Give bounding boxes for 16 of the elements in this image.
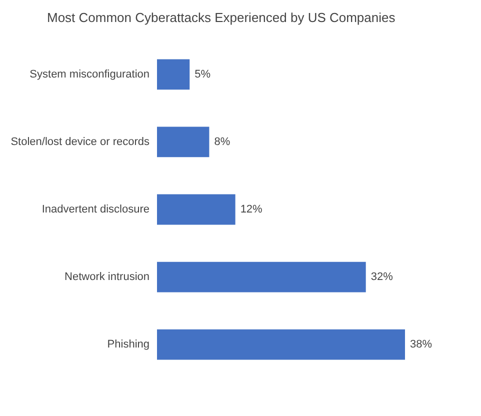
- y-tick-label: System misconfiguration: [30, 68, 150, 80]
- bar: [157, 59, 190, 90]
- data-label: 5%: [194, 68, 211, 80]
- bar: [157, 194, 236, 225]
- data-label: 32%: [370, 271, 394, 284]
- y-tick-label: Phishing: [107, 338, 150, 351]
- y-tick-label: Network intrusion: [64, 271, 150, 284]
- y-tick-label: Inadvertent disclosure: [42, 204, 150, 216]
- data-label: 38%: [410, 338, 432, 351]
- data-label: 8%: [214, 136, 230, 148]
- bar: [157, 126, 210, 158]
- bar: [157, 262, 366, 292]
- data-label: 12%: [240, 204, 263, 216]
- bar: [157, 329, 405, 360]
- y-tick-label: Stolen/lost device or records: [10, 136, 150, 148]
- chart-title: Most Common Cyberattacks Experienced by US Companies: [46, 10, 396, 25]
